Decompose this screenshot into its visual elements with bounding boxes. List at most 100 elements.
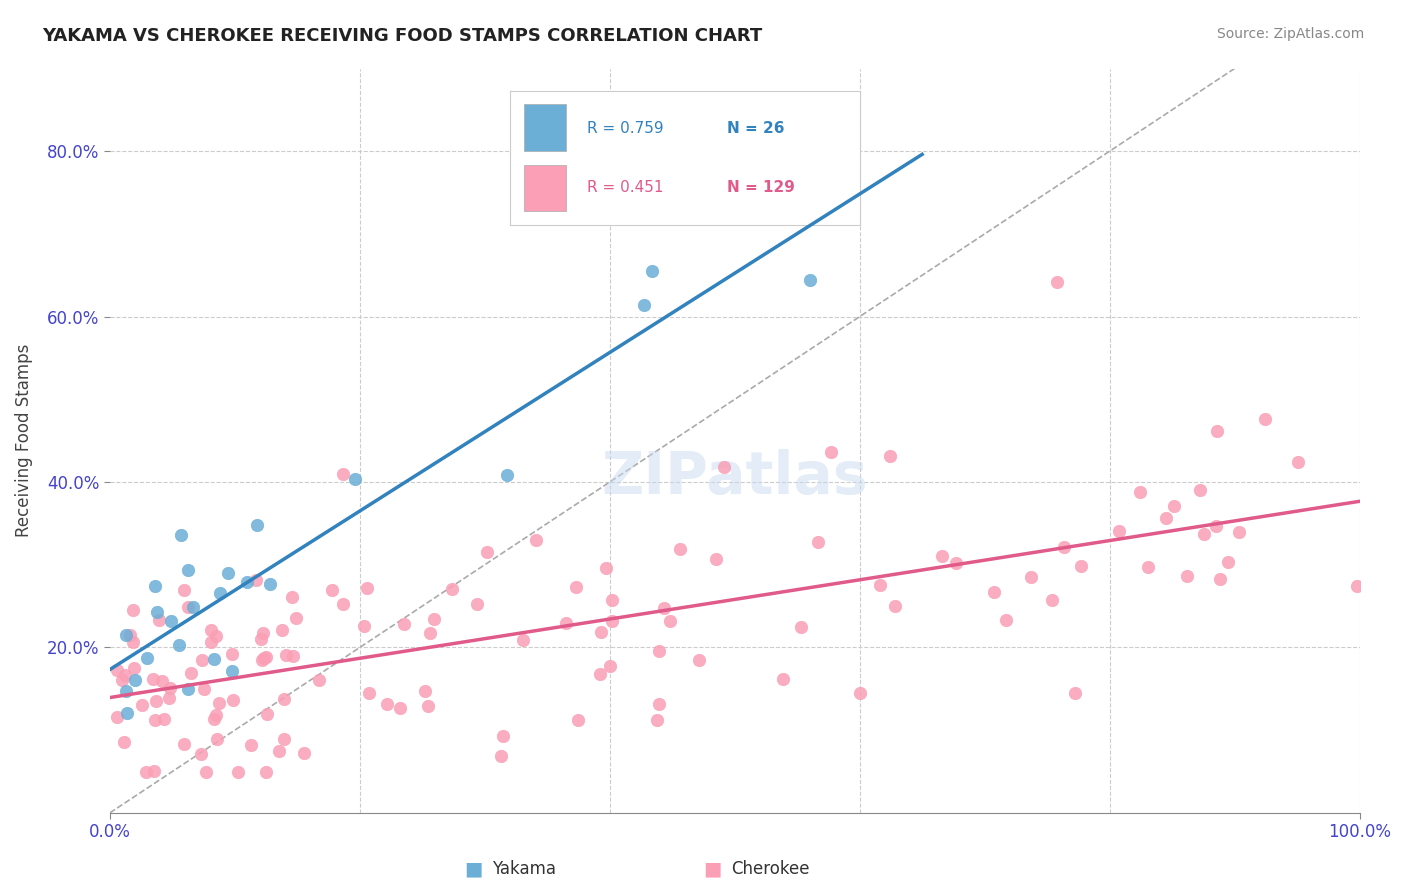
Point [658, 614, 681, 628]
Point [931, 549, 953, 563]
Point [1040, 593, 1063, 607]
Point [135, 764, 157, 779]
Text: ZIPatlas: ZIPatlas [602, 450, 868, 507]
Point [564, 580, 586, 594]
Text: ■: ■ [464, 859, 482, 878]
Point [799, 272, 821, 286]
Point [207, 696, 229, 710]
Point [465, 598, 488, 612]
Point [194, 764, 217, 779]
Point [202, 712, 225, 726]
Point [1108, 524, 1130, 539]
Point [353, 619, 375, 633]
Point [281, 648, 304, 663]
Point [183, 600, 205, 615]
Point [357, 686, 380, 700]
Point [111, 673, 134, 688]
Point [276, 648, 298, 663]
Point [280, 591, 302, 605]
Point [148, 613, 170, 627]
Point [423, 612, 446, 626]
Point [1192, 527, 1215, 541]
Point [879, 450, 901, 464]
Point [648, 697, 671, 711]
Point [115, 628, 138, 642]
Point [236, 575, 259, 590]
Point [105, 710, 128, 724]
Point [271, 623, 294, 637]
Point [588, 666, 610, 681]
Point [267, 744, 290, 758]
Point [489, 749, 512, 764]
Point [807, 534, 830, 549]
Point [124, 673, 146, 687]
Point [389, 700, 412, 714]
Text: Yakama: Yakama [492, 860, 557, 878]
Point [159, 614, 181, 628]
Point [254, 650, 277, 665]
Point [994, 613, 1017, 627]
Point [120, 628, 142, 642]
Text: Cherokee: Cherokee [731, 860, 810, 878]
Point [567, 714, 589, 728]
Point [416, 698, 439, 713]
Point [208, 586, 231, 600]
Point [205, 629, 228, 643]
Point [112, 734, 135, 748]
Point [157, 691, 180, 706]
Point [602, 593, 624, 607]
Point [599, 659, 621, 673]
Point [1154, 511, 1177, 525]
Point [820, 445, 842, 459]
Point [252, 653, 274, 667]
Point [1286, 455, 1309, 469]
Point [332, 467, 354, 482]
Point [790, 620, 813, 634]
Point [190, 747, 212, 762]
Point [115, 706, 138, 720]
Point [983, 585, 1005, 599]
Point [200, 634, 222, 648]
Point [652, 601, 675, 615]
Point [1063, 686, 1085, 700]
Text: ■: ■ [703, 859, 721, 878]
Point [308, 673, 330, 687]
Point [375, 698, 398, 712]
Point [1218, 555, 1240, 569]
Point [273, 731, 295, 746]
Point [142, 673, 165, 687]
Point [177, 681, 200, 696]
Point [645, 713, 668, 727]
Point [1021, 570, 1043, 584]
Point [143, 579, 166, 593]
Point [253, 651, 276, 665]
Point [240, 739, 263, 753]
Point [170, 528, 193, 542]
Point [173, 582, 195, 597]
Point [114, 668, 136, 682]
Point [415, 683, 437, 698]
Point [135, 651, 157, 665]
Point [669, 541, 692, 556]
Point [252, 626, 274, 640]
Point [1163, 499, 1185, 513]
Point [1175, 568, 1198, 582]
Point [259, 577, 281, 591]
Point [1046, 275, 1069, 289]
Point [273, 692, 295, 706]
Point [496, 467, 519, 482]
Point [122, 661, 145, 675]
Point [250, 632, 273, 646]
Point [254, 764, 277, 779]
Point [883, 599, 905, 614]
Point [105, 663, 128, 677]
Point [191, 653, 214, 667]
Point [1136, 560, 1159, 574]
Point [554, 616, 576, 631]
Point [824, 190, 846, 204]
Point [1070, 559, 1092, 574]
Point [595, 560, 617, 574]
Point [589, 625, 612, 640]
Point [177, 563, 200, 577]
Point [1253, 412, 1275, 426]
